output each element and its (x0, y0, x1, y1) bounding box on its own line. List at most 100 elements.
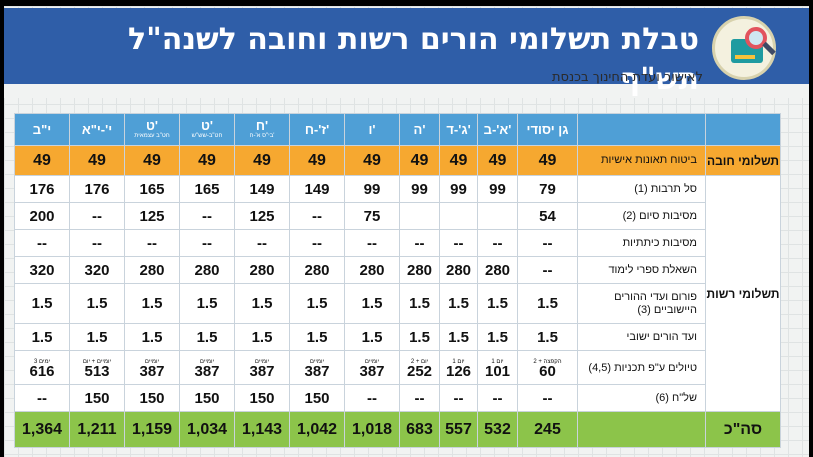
total-blank (577, 411, 706, 448)
cell: 280 (439, 256, 478, 284)
table-row: 320 320 280 280 280 280 280 280 280 280 … (14, 256, 781, 284)
cell: 320 (69, 256, 125, 284)
cell: 150 (234, 384, 290, 412)
col-header: ז'-ח' (289, 113, 345, 146)
cell: 176 (69, 175, 125, 203)
cell: 75 (344, 202, 400, 230)
cell: 150 (124, 384, 180, 412)
total-cell: 1,211 (69, 411, 125, 448)
cell: הקפצה + 2 60 (517, 350, 578, 385)
row-label: ביטוח תאונות אישיות (577, 145, 706, 176)
cell: 49 (179, 145, 235, 176)
cell: 165 (124, 175, 180, 203)
cell: 1.5 (439, 283, 478, 324)
col-header: ה' (399, 113, 440, 146)
cell: 1.5 (124, 323, 180, 351)
table-row: -- 150 150 150 150 150 -- -- -- -- -- של… (14, 384, 781, 412)
col-header: ג'-ד' (439, 113, 478, 146)
cell: 1.5 (399, 283, 440, 324)
cell: 49 (69, 145, 125, 176)
total-cell: 1,364 (14, 411, 70, 448)
cell: 1.5 (477, 323, 518, 351)
table-row: 49 49 49 49 49 49 49 49 49 49 49 ביטוח ת… (14, 145, 781, 176)
col-header: ט' חט"ב עצמאית (124, 113, 180, 146)
row-label: מסיבות סיום (2) (577, 202, 706, 230)
cell: 165 (179, 175, 235, 203)
cell: -- (124, 229, 180, 257)
cell: 1.5 (344, 323, 400, 351)
col-header-blank (705, 113, 781, 146)
cell: 54 (517, 202, 578, 230)
col-header: ו' (344, 113, 400, 146)
page-title: טבלת תשלומי הורים רשות וחובה לשנה"ל תש"ף (127, 22, 699, 97)
cell: 49 (234, 145, 290, 176)
cell: 1.5 (289, 283, 345, 324)
cell: 280 (344, 256, 400, 284)
cell: -- (14, 384, 70, 412)
group-label-mandatory: תשלומי חובה (705, 145, 781, 176)
cell (477, 202, 518, 230)
col-header: י"ב (14, 113, 70, 146)
row-label: ועד הורים ישובי (577, 323, 706, 351)
row-label: פורום ועדי ההורים היישוביים (3) (577, 283, 706, 324)
group-label-optional: תשלומי רשות (705, 175, 781, 412)
cell: יומיים 387 (179, 350, 235, 385)
cell: 1.5 (517, 323, 578, 351)
cell: -- (439, 384, 478, 412)
total-cell: 1,143 (234, 411, 290, 448)
total-cell: 532 (477, 411, 518, 448)
total-cell: 557 (439, 411, 478, 448)
cell: יומיים 387 (124, 350, 180, 385)
cell: 1.5 (234, 283, 290, 324)
row-label: סל תרבות (1) (577, 175, 706, 203)
cell: -- (179, 229, 235, 257)
col-header-blank (577, 113, 706, 146)
cell: 49 (477, 145, 518, 176)
row-label: מסיבות כיתתיות (577, 229, 706, 257)
payments-table: י"ב י'-י"א ט' חט"ב עצמאית ט' חט"ב-שש"ש ח' ב… (14, 113, 781, 448)
table-row: -- -- -- -- -- -- -- -- -- -- -- מסיבות … (14, 229, 781, 257)
col-header: ח' בי"ס א'-ח' (234, 113, 290, 146)
cell: -- (344, 229, 400, 257)
cell (399, 202, 440, 230)
cell: 79 (517, 175, 578, 203)
cell: 150 (289, 384, 345, 412)
cell: 1.5 (289, 323, 345, 351)
cell: 49 (399, 145, 440, 176)
cell: -- (399, 229, 440, 257)
cell: -- (477, 384, 518, 412)
cell: 49 (517, 145, 578, 176)
total-cell: 1,018 (344, 411, 400, 448)
cell: 125 (234, 202, 290, 230)
cell: 1.5 (124, 283, 180, 324)
cell: 1 יום 126 (439, 350, 478, 385)
table-row: 3 ימים 616 יומיים + יום 513 יומיים 387 יומי… (14, 350, 781, 385)
total-cell: 683 (399, 411, 440, 448)
cell: 99 (439, 175, 478, 203)
cell: 200 (14, 202, 70, 230)
cell: 150 (69, 384, 125, 412)
table-row: 1.5 1.5 1.5 1.5 1.5 1.5 1.5 1.5 1.5 1.5 … (14, 283, 781, 324)
cell: 49 (344, 145, 400, 176)
cell: 49 (439, 145, 478, 176)
cell: 280 (477, 256, 518, 284)
cell: 1.5 (14, 323, 70, 351)
cell: 49 (124, 145, 180, 176)
cell: -- (517, 384, 578, 412)
cell: 280 (179, 256, 235, 284)
row-label: טיולים ע"פ תכניות (4,5) (577, 350, 706, 385)
col-header: א'-ב' (477, 113, 518, 146)
row-label: השאלת ספרי לימוד (577, 256, 706, 284)
total-label: סה"כ (705, 411, 781, 448)
page-subtitle: לאישור ועדת החינוך בכנסת (552, 70, 703, 85)
cell: 1.5 (517, 283, 578, 324)
cell: 49 (14, 145, 70, 176)
cell: 49 (289, 145, 345, 176)
cell: 1.5 (69, 283, 125, 324)
cell: 1 יום 101 (477, 350, 518, 385)
cell: יומיים 387 (344, 350, 400, 385)
cell: -- (477, 229, 518, 257)
cell: 149 (289, 175, 345, 203)
cell: יומיים 387 (234, 350, 290, 385)
cell: 280 (399, 256, 440, 284)
